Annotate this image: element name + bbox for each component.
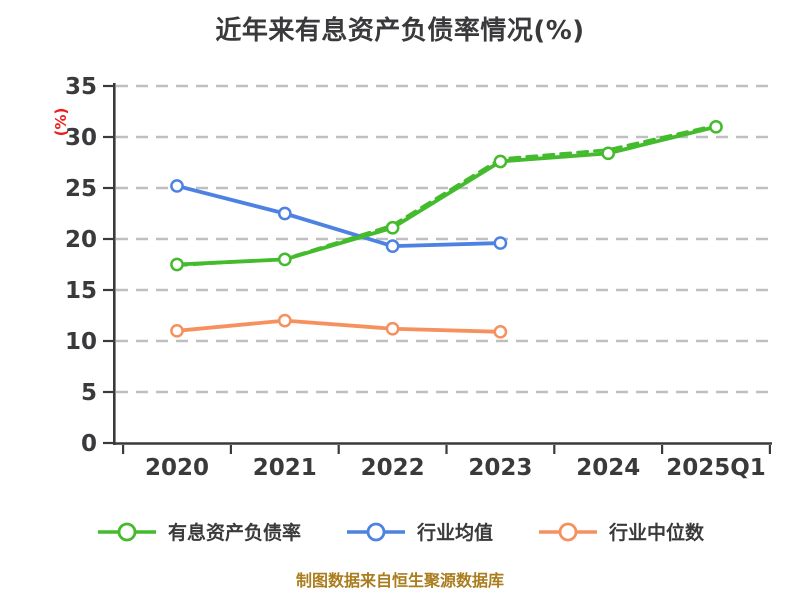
data-point-有息资产负债率-2023 xyxy=(493,154,508,169)
x-tick-label-2020: 2020 xyxy=(145,455,209,481)
data-source-footer: 制图数据来自恒生聚源数据库 xyxy=(295,571,504,590)
data-point-行业均值-2021 xyxy=(277,206,292,221)
legend-item-series-2: 行业中位数 xyxy=(537,518,704,545)
legend-swatch-line-circle xyxy=(539,522,597,541)
data-point-有息资产负债率-2022 xyxy=(385,220,400,235)
y-tick-label-25: 25 xyxy=(65,176,97,202)
data-point-有息资产负债率-2020 xyxy=(170,257,184,272)
y-tick-label-0: 0 xyxy=(81,431,97,457)
legend-swatch-line-circle xyxy=(97,522,156,541)
data-point-行业均值-2020 xyxy=(170,179,184,193)
series-line-行业均值 xyxy=(175,184,503,249)
tick-labels: 0 5 10 15 20 25 30 35 2020 2021 2022 2023 2024 2025Q1 xyxy=(65,74,766,481)
data-point-行业均值-2022 xyxy=(385,239,400,253)
x-tick-label-2025Q1: 2025Q1 xyxy=(666,455,766,481)
series-lines xyxy=(175,123,718,334)
data-point-行业中位数-2021 xyxy=(277,313,292,328)
legend: 有息资产负债率 行业均值 行业中位数 xyxy=(0,518,800,545)
legend-swatch-line-circle xyxy=(346,522,405,541)
y-tick-label-35: 35 xyxy=(65,74,97,100)
data-point-行业均值-2023 xyxy=(493,236,508,250)
series-line-dashed-overlay xyxy=(175,123,718,268)
data-point-有息资产负债率-2025Q1 xyxy=(709,119,723,134)
y-tick-label-15: 15 xyxy=(65,278,97,304)
y-tick-label-30: 30 xyxy=(65,125,97,151)
legend-label: 行业中位数 xyxy=(609,522,705,544)
data-point-行业中位数-2022 xyxy=(385,321,400,336)
data-point-行业中位数-2020 xyxy=(170,323,184,338)
axes xyxy=(103,83,772,454)
y-tick-label-20: 20 xyxy=(65,227,97,253)
gridlines xyxy=(116,84,771,394)
x-tick-label-2023: 2023 xyxy=(468,455,532,481)
legend-item-series-0: 有息资产负债率 xyxy=(96,518,301,545)
x-tick-label-2021: 2021 xyxy=(253,455,317,481)
legend-label: 行业均值 xyxy=(416,522,493,544)
y-tick-label-10: 10 xyxy=(65,329,97,355)
x-tick-label-2024: 2024 xyxy=(576,455,640,481)
series-line-行业中位数 xyxy=(175,318,503,334)
y-tick-label-5: 5 xyxy=(81,380,97,406)
chart-title: 近年来有息资产负债率情况(%) xyxy=(215,16,585,46)
x-tick-label-2022: 2022 xyxy=(361,455,425,481)
data-point-有息资产负债率-2024 xyxy=(601,146,616,161)
legend-item-series-1: 行业均值 xyxy=(345,518,493,545)
data-point-markers xyxy=(170,119,723,339)
data-point-行业中位数-2023 xyxy=(493,324,508,339)
legend-label: 有息资产负债率 xyxy=(167,522,301,544)
data-point-有息资产负债率-2021 xyxy=(277,252,292,267)
